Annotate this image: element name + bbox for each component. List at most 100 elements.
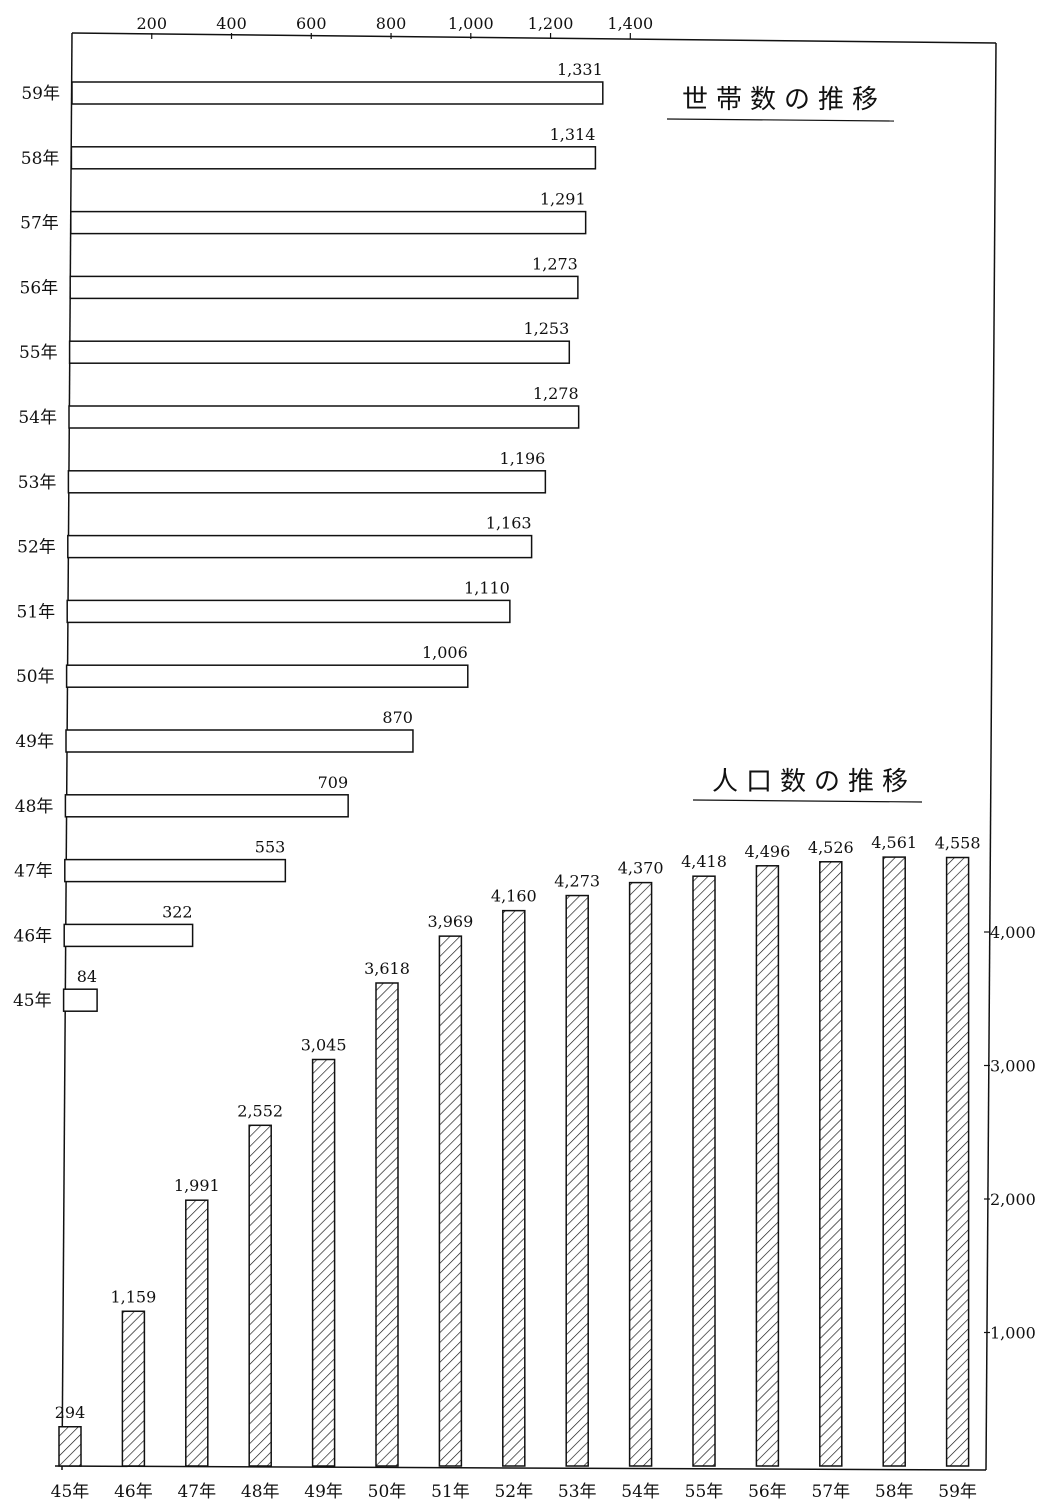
population-bar bbox=[882, 856, 906, 1467]
frame-right-line bbox=[985, 42, 997, 1471]
household-value-label: 1,314 bbox=[550, 125, 596, 144]
household-value-label: 1,006 bbox=[422, 643, 468, 662]
population-year-label: 47年 bbox=[177, 1482, 216, 1502]
population-value-label: 1,159 bbox=[110, 1287, 156, 1306]
population-bar bbox=[819, 861, 843, 1467]
population-bar bbox=[502, 909, 526, 1467]
population-y-tick-label: 1,000 bbox=[990, 1324, 1036, 1343]
population-value-label: 4,561 bbox=[871, 833, 917, 852]
household-title-underline bbox=[666, 118, 895, 122]
household-year-label: 54年 bbox=[18, 408, 57, 428]
population-bar bbox=[945, 856, 970, 1467]
household-bar bbox=[70, 146, 597, 170]
population-year-label: 48年 bbox=[241, 1482, 280, 1502]
household-value-label: 1,278 bbox=[533, 384, 579, 403]
population-year-label: 59年 bbox=[938, 1482, 977, 1502]
household-value-label: 1,163 bbox=[486, 514, 532, 533]
household-x-tick-label: 1,000 bbox=[448, 14, 494, 33]
household-x-tick-label: 1,200 bbox=[528, 14, 574, 33]
household-year-label: 50年 bbox=[16, 667, 55, 687]
population-y-tick-label: 3,000 bbox=[990, 1057, 1036, 1076]
population-year-label: 45年 bbox=[51, 1482, 90, 1502]
household-bar bbox=[70, 210, 587, 235]
population-value-label: 3,618 bbox=[364, 959, 410, 978]
household-bar bbox=[64, 794, 349, 818]
household-x-tick-label: 400 bbox=[216, 14, 247, 33]
household-bar bbox=[68, 340, 571, 364]
population-value-label: 4,496 bbox=[744, 842, 790, 861]
household-x-tick-label: 200 bbox=[136, 14, 167, 33]
household-value-label: 1,110 bbox=[464, 578, 510, 597]
population-bar bbox=[565, 894, 589, 1467]
household-value-label: 1,196 bbox=[500, 449, 546, 468]
household-bar bbox=[69, 275, 579, 300]
household-value-label: 84 bbox=[77, 967, 97, 986]
household-bar bbox=[65, 664, 469, 688]
population-bar bbox=[248, 1124, 272, 1467]
household-year-label: 46年 bbox=[14, 926, 53, 946]
population-value-label: 4,273 bbox=[554, 872, 600, 891]
household-bar bbox=[65, 729, 414, 753]
household-value-label: 322 bbox=[162, 902, 193, 921]
population-bar bbox=[311, 1058, 336, 1467]
population-bar bbox=[375, 982, 399, 1467]
population-bar bbox=[628, 881, 653, 1467]
population-value-label: 4,160 bbox=[491, 887, 537, 906]
household-chart-title: 世帯数の推移 bbox=[682, 85, 886, 115]
household-bar bbox=[63, 923, 194, 948]
population-bar bbox=[755, 865, 780, 1467]
household-year-label: 55年 bbox=[19, 343, 58, 363]
population-title-underline bbox=[692, 799, 923, 803]
population-value-label: 1,991 bbox=[174, 1176, 220, 1195]
household-year-label: 58年 bbox=[21, 149, 60, 169]
population-bar bbox=[121, 1310, 146, 1467]
household-value-label: 1,253 bbox=[523, 319, 569, 338]
population-bar bbox=[185, 1199, 209, 1467]
population-year-label: 56年 bbox=[748, 1482, 787, 1502]
population-value-label: 2,552 bbox=[237, 1101, 283, 1120]
household-value-label: 553 bbox=[255, 838, 286, 857]
household-year-label: 47年 bbox=[14, 862, 53, 882]
population-value-label: 4,558 bbox=[935, 834, 981, 853]
population-year-label: 51年 bbox=[431, 1482, 470, 1502]
household-year-label: 57年 bbox=[20, 214, 59, 234]
household-year-label: 52年 bbox=[17, 538, 56, 558]
household-value-label: 1,273 bbox=[532, 254, 578, 273]
population-bar bbox=[692, 875, 716, 1467]
household-year-label: 56年 bbox=[20, 278, 59, 298]
population-year-label: 50年 bbox=[368, 1482, 407, 1502]
population-value-label: 4,370 bbox=[618, 859, 664, 878]
household-bar bbox=[66, 599, 511, 624]
population-year-label: 52年 bbox=[494, 1482, 533, 1502]
household-year-label: 49年 bbox=[15, 732, 54, 752]
population-value-label: 294 bbox=[55, 1403, 86, 1422]
household-x-tick-label: 1,400 bbox=[607, 14, 653, 33]
frame-top-line bbox=[71, 32, 997, 44]
household-year-label: 51年 bbox=[17, 602, 56, 622]
household-bar bbox=[67, 534, 533, 559]
household-bar bbox=[64, 858, 287, 883]
household-year-label: 59年 bbox=[21, 84, 60, 104]
household-value-label: 870 bbox=[382, 708, 413, 727]
population-year-label: 53年 bbox=[558, 1482, 597, 1502]
household-value-label: 1,331 bbox=[557, 60, 603, 79]
population-year-label: 57年 bbox=[811, 1482, 850, 1502]
population-value-label: 3,045 bbox=[301, 1035, 347, 1054]
household-year-label: 53年 bbox=[18, 473, 57, 493]
population-year-label: 54年 bbox=[621, 1482, 660, 1502]
population-year-label: 55年 bbox=[685, 1482, 724, 1502]
household-bar bbox=[71, 81, 604, 105]
population-value-label: 3,969 bbox=[427, 912, 473, 931]
population-chart-title: 人口数の推移 bbox=[712, 767, 916, 797]
household-x-tick-label: 800 bbox=[376, 14, 407, 33]
frame-bottom-line bbox=[54, 1465, 987, 1471]
population-y-tick-label: 4,000 bbox=[990, 923, 1036, 942]
household-value-label: 709 bbox=[318, 773, 349, 792]
population-y-tick-label: 2,000 bbox=[990, 1190, 1036, 1209]
population-bar bbox=[58, 1426, 82, 1467]
household-year-label: 45年 bbox=[13, 991, 52, 1011]
household-bar bbox=[62, 988, 98, 1012]
population-year-label: 49年 bbox=[304, 1482, 343, 1502]
household-value-label: 1,291 bbox=[540, 190, 586, 209]
